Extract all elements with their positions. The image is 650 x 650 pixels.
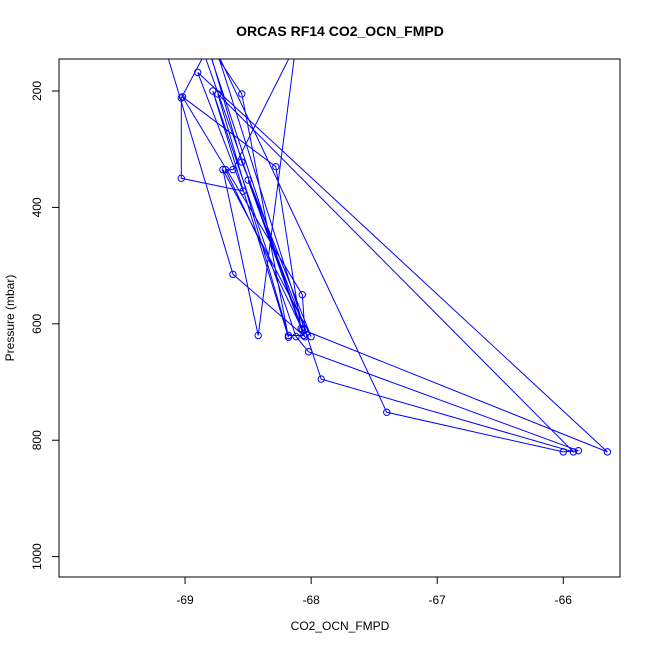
y-tick-label: 800 bbox=[30, 430, 44, 450]
data-point bbox=[297, 324, 305, 333]
data-point bbox=[603, 448, 612, 456]
data-point bbox=[292, 332, 300, 341]
x-tick-label: -69 bbox=[176, 593, 194, 607]
data-point bbox=[125, 6, 131, 12]
data-point bbox=[272, 162, 280, 171]
data-point bbox=[150, 6, 156, 12]
data-point bbox=[239, 47, 245, 53]
data-point bbox=[284, 331, 293, 340]
series-line bbox=[167, 59, 608, 453]
y-tick-label: 600 bbox=[30, 313, 44, 333]
x-axis-label: CO2_OCN_FMPD bbox=[291, 619, 390, 633]
y-axis: 200 400 600 800 1000 bbox=[30, 81, 59, 570]
data-point bbox=[304, 348, 313, 356]
data-point bbox=[317, 375, 325, 383]
data-point bbox=[229, 165, 237, 174]
data-point bbox=[238, 90, 246, 98]
data-point bbox=[229, 270, 237, 279]
y-tick-label: 400 bbox=[30, 197, 44, 217]
data-point bbox=[210, 35, 216, 41]
data-point bbox=[559, 448, 567, 456]
y-axis-label: Pressure (mbar) bbox=[3, 275, 17, 362]
data-point bbox=[254, 331, 262, 340]
data-point bbox=[188, 15, 194, 21]
x-axis: -69 -68 -67 -66 bbox=[176, 577, 572, 607]
data-point bbox=[193, 68, 202, 77]
data-point bbox=[239, 187, 247, 195]
data-point bbox=[221, 165, 230, 174]
data-point bbox=[569, 448, 578, 456]
plot-frame bbox=[58, 58, 621, 578]
data-point bbox=[188, 35, 194, 41]
data-point bbox=[188, 0, 194, 1]
chart-title: ORCAS RF14 CO2_OCN_FMPD bbox=[236, 23, 444, 39]
data-point bbox=[298, 325, 307, 334]
y-tick-label: 200 bbox=[30, 81, 44, 101]
data-point bbox=[207, 50, 213, 56]
x-tick-label: -68 bbox=[302, 593, 320, 607]
data-point bbox=[219, 165, 227, 174]
data-point bbox=[177, 174, 185, 183]
y-tick-label: 1000 bbox=[30, 543, 44, 570]
x-tick-label: -66 bbox=[555, 593, 573, 607]
data-point bbox=[177, 94, 185, 102]
data-point bbox=[178, 93, 187, 101]
x-tick-label: -67 bbox=[429, 593, 447, 607]
data-point bbox=[244, 176, 252, 184]
data-point bbox=[238, 158, 246, 166]
plot-area bbox=[125, 0, 612, 456]
data-point bbox=[574, 447, 583, 455]
data-point bbox=[307, 332, 315, 341]
data-point bbox=[301, 325, 309, 334]
data-point bbox=[383, 408, 391, 416]
data-point bbox=[214, 90, 222, 98]
data-point bbox=[298, 291, 307, 299]
data-point bbox=[144, 9, 150, 15]
data-point bbox=[293, 41, 299, 47]
